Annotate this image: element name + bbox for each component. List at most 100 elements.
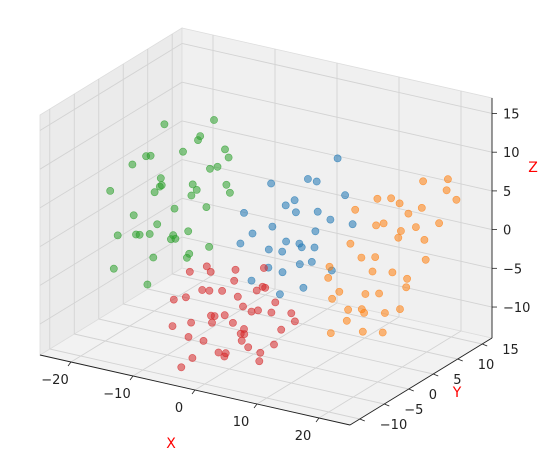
scatter-point — [267, 308, 276, 317]
x-tick-mark — [129, 375, 134, 381]
z-tick-label: 10 — [503, 146, 520, 161]
grid-x-floor — [256, 316, 400, 405]
x-tick-mark — [253, 403, 258, 409]
scatter-point — [185, 267, 194, 276]
grid-y-floor — [49, 348, 360, 420]
scatter-point — [221, 349, 230, 358]
scatter-point — [358, 327, 367, 336]
scatter-point — [194, 136, 202, 144]
scatter-point — [259, 264, 268, 272]
scatter-point — [435, 219, 443, 228]
grid-z-left — [39, 236, 183, 325]
scatter-point — [333, 154, 342, 163]
scatter-point — [214, 348, 223, 357]
scatter-point — [346, 239, 355, 248]
scatter-point — [150, 188, 159, 197]
scatter-point — [224, 153, 233, 162]
grid-x-floor — [70, 274, 214, 363]
scatter-point — [373, 194, 382, 203]
scatter-point — [179, 147, 187, 156]
grid-x-floor — [318, 330, 462, 419]
scatter-point — [303, 175, 312, 183]
scatter-point — [236, 329, 245, 338]
grid-z-back — [181, 81, 493, 153]
scatter-point — [143, 280, 152, 289]
scatter-point — [372, 221, 380, 230]
scatter-point — [225, 188, 234, 197]
grid-y-floor — [172, 273, 483, 345]
scatter-point — [341, 191, 349, 200]
scatter-point — [326, 215, 335, 224]
scatter-point — [255, 357, 264, 366]
scatter-point — [417, 203, 426, 212]
y-tick-mark — [408, 388, 414, 392]
y-tick-label: −5 — [404, 403, 423, 418]
scatter-point — [221, 145, 229, 154]
scatter-point — [295, 239, 304, 248]
scatter-point — [109, 264, 118, 273]
scatter-point — [264, 245, 273, 254]
scatter-point — [145, 230, 154, 238]
scatter-point — [335, 287, 344, 296]
scatter-point — [213, 162, 222, 171]
grid-y-floor — [98, 318, 409, 390]
scatter-point — [247, 307, 256, 316]
z-tick-label: 0 — [503, 224, 511, 239]
scatter-point — [325, 262, 334, 271]
y-tick-label: 10 — [478, 358, 495, 373]
scatter-point — [170, 204, 179, 213]
scatter-point — [220, 311, 229, 320]
x-tick-mark — [191, 389, 196, 395]
scatter-point — [132, 230, 140, 239]
scatter-point — [351, 205, 360, 214]
scatter-point — [348, 220, 357, 229]
y-tick-label: 15 — [502, 343, 519, 358]
x-tick-mark — [67, 361, 72, 367]
scatter-point — [396, 227, 405, 235]
scatter-point — [403, 274, 411, 283]
scatter-point — [153, 220, 162, 229]
scatter-point — [267, 179, 275, 188]
y-axis-line — [349, 337, 493, 426]
scatter-point — [307, 257, 316, 266]
scatter-point — [166, 235, 175, 244]
scatter-point — [187, 191, 196, 200]
y-tick-mark — [384, 403, 390, 407]
grid-z-back — [181, 43, 493, 114]
scatter-point — [188, 180, 197, 189]
scatter-point — [218, 286, 226, 295]
scatter-point — [275, 290, 284, 299]
grid-z-back — [181, 197, 493, 269]
scatter-point — [378, 328, 387, 337]
z-tick-label: 5 — [503, 185, 511, 200]
scatter-point — [206, 164, 214, 173]
grid-x-floor — [194, 302, 338, 391]
scatter-point — [230, 276, 239, 285]
scatter-point — [198, 286, 207, 294]
scatter-point — [278, 268, 287, 277]
scatter-point — [206, 267, 215, 276]
scatter-point — [149, 253, 158, 262]
scatter-point — [184, 227, 193, 236]
x-tick-label: 10 — [233, 415, 250, 430]
grid-z-left — [39, 197, 183, 286]
grid-y-floor — [123, 303, 434, 375]
scatter-point — [396, 305, 404, 313]
scatter-point — [420, 235, 429, 244]
scatter-point — [312, 177, 321, 186]
scatter-point — [443, 175, 452, 184]
scatter-point — [244, 343, 253, 352]
y-axis-label: Y — [452, 385, 462, 401]
scatter-point — [411, 223, 420, 231]
scatter-point — [326, 329, 335, 337]
scatter-point — [287, 309, 296, 318]
scatter-point — [202, 262, 211, 271]
grid-z-back — [181, 236, 493, 308]
y-tick-label: 0 — [429, 388, 437, 403]
grid-y-floor — [147, 288, 458, 360]
scatter-point — [187, 318, 195, 327]
x-tick-label: 20 — [295, 429, 312, 444]
scatter-point — [182, 253, 191, 262]
scatter-point — [387, 194, 395, 203]
